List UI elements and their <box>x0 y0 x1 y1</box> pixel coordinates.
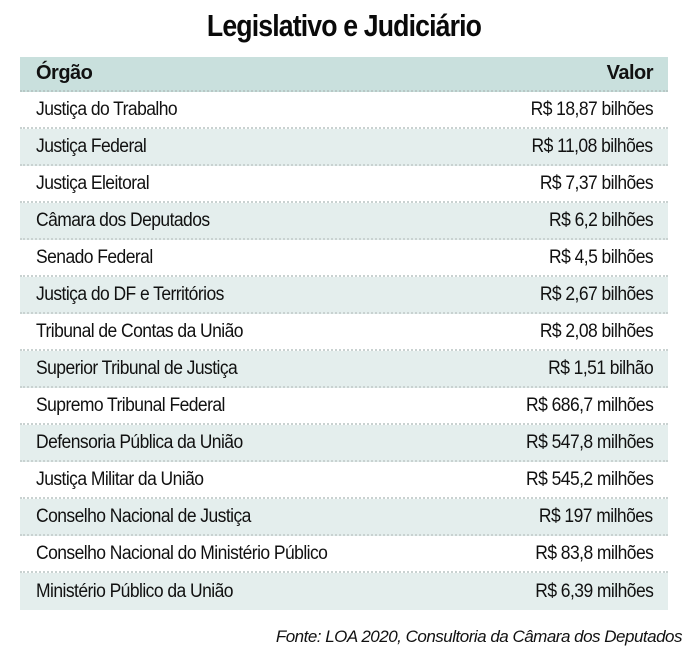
header-value: Valor <box>606 62 654 84</box>
table-row: Ministério Público da União R$ 6,39 milhõ… <box>20 573 668 610</box>
row-value: R$ 1,51 bilhão <box>547 357 654 379</box>
row-value: R$ 2,08 bilhões <box>539 320 654 342</box>
row-value: R$ 83,8 milhões <box>534 542 654 564</box>
row-value: R$ 6,39 milhões <box>534 580 654 602</box>
row-org: Supremo Tribunal Federal <box>36 394 225 416</box>
row-value: R$ 18,87 bilhões <box>530 98 654 120</box>
table-row: Justiça Federal R$ 11,08 bilhões <box>20 129 668 166</box>
table-row: Câmara dos Deputados R$ 6,2 bilhões <box>20 203 668 240</box>
row-value: R$ 7,37 bilhões <box>539 172 654 194</box>
table-row: Justiça do DF e Territórios R$ 2,67 bilhõ… <box>20 277 668 314</box>
row-org: Conselho Nacional do Ministério Público <box>36 542 328 564</box>
table-row: Senado Federal R$ 4,5 bilhões <box>20 240 668 277</box>
table-body: Justiça do Trabalho R$ 18,87 bilhões Just… <box>20 92 668 610</box>
row-value: R$ 686,7 milhões <box>525 394 654 416</box>
row-org: Justiça Militar da União <box>36 468 204 490</box>
table-row: Justiça Militar da União R$ 545,2 milhões <box>20 462 668 499</box>
source-note: Fonte: LOA 2020, Consultoria da Câmara d… <box>275 627 683 646</box>
row-org: Tribunal de Contas da União <box>36 320 244 342</box>
table-header: Órgão Valor <box>20 57 668 92</box>
row-org: Defensoria Pública da União <box>36 431 243 453</box>
table-row: Tribunal de Contas da União R$ 2,08 bilhõ… <box>20 314 668 351</box>
budget-table: Órgão Valor Justiça do Trabalho R$ 18,87 … <box>20 57 668 610</box>
row-org: Câmara dos Deputados <box>36 209 210 231</box>
page-title: Legislativo e Judiciário <box>206 8 482 43</box>
row-org: Justiça do Trabalho <box>36 98 178 120</box>
row-value: R$ 197 milhões <box>539 505 653 527</box>
row-org: Justiça do DF e Territórios <box>36 283 224 305</box>
row-org: Superior Tribunal de Justiça <box>36 357 238 379</box>
row-value: R$ 6,2 bilhões <box>548 209 654 231</box>
table-row: Defensoria Pública da União R$ 547,8 milh… <box>20 425 668 462</box>
row-org: Conselho Nacional de Justiça <box>36 505 251 527</box>
row-org: Ministério Público da União <box>36 580 233 602</box>
table-row: Justiça do Trabalho R$ 18,87 bilhões <box>20 92 668 129</box>
table-row: Conselho Nacional de Justiça R$ 197 milhõ… <box>20 499 668 536</box>
row-org: Justiça Eleitoral <box>36 172 150 194</box>
row-value: R$ 4,5 bilhões <box>548 246 654 268</box>
row-value: R$ 545,2 milhões <box>525 468 654 490</box>
row-value: R$ 11,08 bilhões <box>531 135 654 157</box>
table-row: Conselho Nacional do Ministério Público R… <box>20 536 668 573</box>
row-value: R$ 547,8 milhões <box>525 431 654 453</box>
row-org: Justiça Federal <box>36 135 147 157</box>
table-row: Supremo Tribunal Federal R$ 686,7 milhões <box>20 388 668 425</box>
row-value: R$ 2,67 bilhões <box>539 283 654 305</box>
row-org: Senado Federal <box>36 246 153 268</box>
table-row: Superior Tribunal de Justiça R$ 1,51 bilh… <box>20 351 668 388</box>
table-row: Justiça Eleitoral R$ 7,37 bilhões <box>20 166 668 203</box>
header-org: Órgão <box>36 62 93 84</box>
